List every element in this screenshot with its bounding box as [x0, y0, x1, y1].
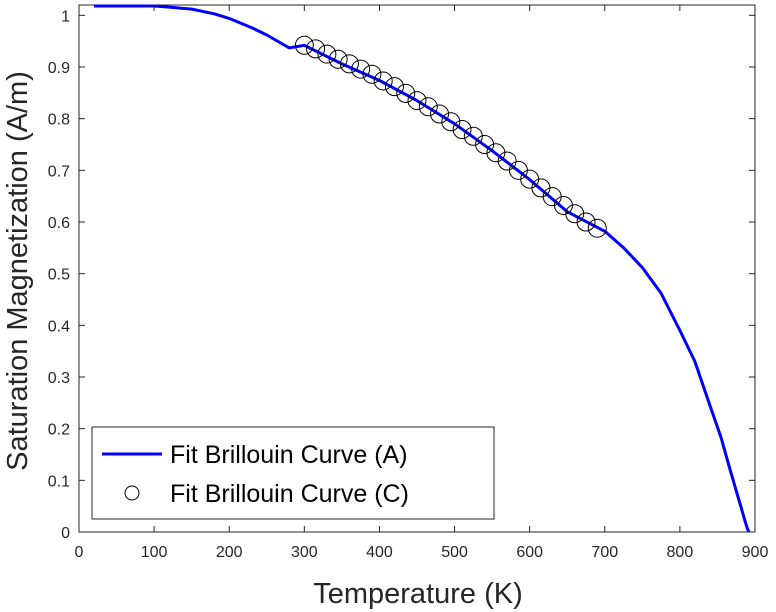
y-tick-label: 0.6 [48, 215, 70, 232]
y-tick-label: 1 [61, 8, 70, 25]
data-point-c [306, 39, 326, 59]
y-axis: 0 0.1 0.2 0.3 0.4 0.5 0.6 0.7 0.8 0.9 1 [48, 8, 755, 542]
x-tick-label: 100 [141, 544, 168, 561]
y-tick-label: 0.5 [48, 267, 70, 284]
y-tick-label: 0.9 [48, 60, 70, 77]
x-tick-label: 0 [75, 544, 84, 561]
data-point-c [418, 97, 438, 117]
y-tick-label: 0.3 [48, 370, 70, 387]
data-point-c [339, 54, 359, 74]
data-point-c [576, 212, 596, 232]
x-tick-label: 900 [742, 544, 769, 561]
plot-area [78, 4, 756, 533]
legend: Fit Brillouin Curve (A) Fit Brillouin Cu… [91, 426, 495, 520]
y-tick-label: 0.2 [48, 422, 70, 439]
x-tick-label: 500 [441, 544, 468, 561]
data-point-c [441, 112, 461, 132]
legend-label-c: Fit Brillouin Curve (C) [170, 480, 409, 508]
data-point-c [362, 64, 382, 84]
data-point-c [373, 71, 393, 91]
data-point-c [317, 44, 337, 64]
data-point-c [497, 151, 517, 171]
x-tick-label: 400 [366, 544, 393, 561]
data-point-c [351, 59, 371, 79]
data-point-c [328, 49, 348, 69]
data-point-c [587, 218, 607, 238]
x-tick-label: 800 [667, 544, 694, 561]
data-point-c [384, 77, 404, 97]
y-tick-label: 0.8 [48, 112, 70, 129]
y-axis-label: Saturation Magnetization (A/m) [2, 71, 34, 471]
legend-marker-swatch [124, 485, 140, 501]
data-point-c [407, 91, 427, 111]
y-tick-label: 0.1 [48, 473, 70, 490]
x-tick-label: 300 [291, 544, 318, 561]
y-tick-label: 0 [61, 525, 70, 542]
x-tick-label: 200 [216, 544, 243, 561]
data-point-c [396, 83, 416, 103]
x-axis-label: Temperature (K) [313, 578, 523, 610]
data-point-c [430, 104, 450, 124]
x-tick-label: 700 [591, 544, 618, 561]
y-tick-label: 0.7 [48, 163, 70, 180]
x-axis: 0 100 200 300 400 500 600 700 800 900 [75, 5, 769, 561]
legend-label-a: Fit Brillouin Curve (A) [170, 441, 408, 469]
x-tick-label: 600 [516, 544, 543, 561]
axes-frame [78, 4, 756, 533]
y-tick-label: 0.4 [48, 318, 70, 335]
legend-box [91, 426, 495, 520]
data-point-c [294, 35, 314, 55]
data-point-c [452, 120, 472, 140]
